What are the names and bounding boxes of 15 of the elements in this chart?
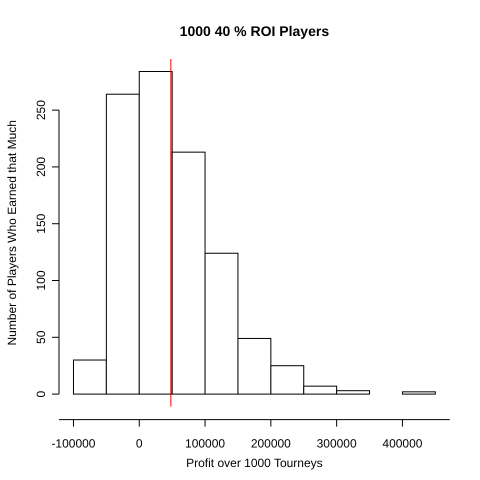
x-tick-label: 300000 <box>316 436 357 451</box>
x-tick-label: 0 <box>136 436 143 451</box>
x-tick-label: 100000 <box>185 436 226 451</box>
y-tick-label: 200 <box>34 156 48 177</box>
y-tick-label: 0 <box>34 390 48 398</box>
x-tick-label: 400000 <box>382 436 423 451</box>
chart-title: 1000 40 % ROI Players <box>180 23 330 39</box>
y-axis-title: Number of Players Who Earned that Much <box>5 120 19 346</box>
y-tick-label: 250 <box>34 100 48 120</box>
x-tick-label: 200000 <box>250 436 292 451</box>
y-tick-label: 100 <box>34 270 48 291</box>
x-tick-label: -100000 <box>51 436 96 451</box>
y-tick-label: 150 <box>34 213 48 234</box>
y-tick-label: 50 <box>34 330 48 344</box>
x-axis-title: Profit over 1000 Tourneys <box>186 456 323 470</box>
